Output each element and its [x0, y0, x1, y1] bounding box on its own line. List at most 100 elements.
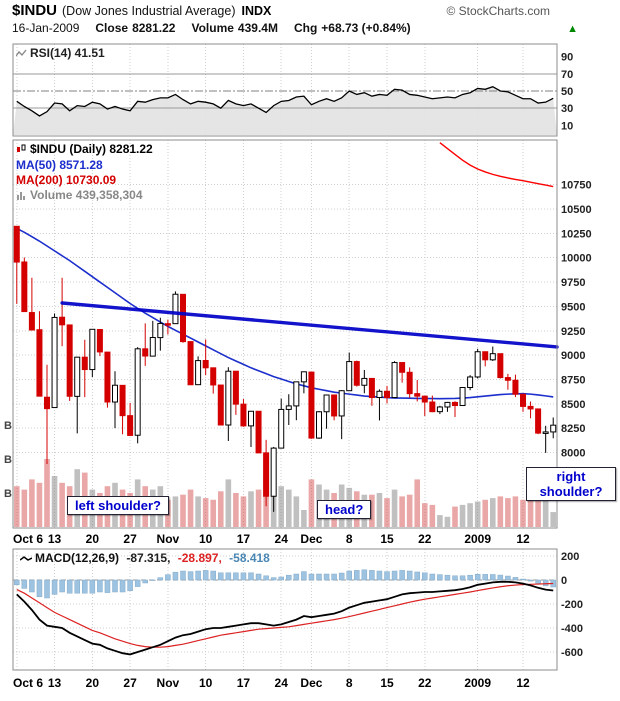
symbol-name: (Dow Jones Industrial Average) — [62, 4, 236, 18]
stockcharts-copyright-link[interactable]: © StockCharts.com — [446, 4, 550, 18]
candle-body — [164, 323, 171, 326]
candle-body — [66, 324, 73, 397]
macd-panel — [14, 569, 556, 656]
candle-body — [527, 405, 534, 410]
macd-value: -87.315, — [126, 551, 171, 565]
candle-body — [112, 384, 118, 403]
candle-body — [96, 329, 103, 353]
macd-histogram-bar — [14, 579, 20, 586]
price-axis-label: 10750 — [561, 180, 592, 192]
symbol-legend-row: $INDU (Daily) 8281.22 — [16, 142, 153, 158]
candle-body — [210, 367, 217, 386]
indicator-line-icon — [15, 47, 27, 62]
candle-body — [361, 377, 368, 386]
macd-histogram-bar — [346, 570, 352, 581]
candle-body — [285, 405, 292, 410]
volume-bar — [376, 493, 383, 527]
macd-histogram-bar — [210, 570, 216, 581]
volume-bar — [293, 496, 300, 527]
macd-axis-label: 200 — [561, 551, 579, 563]
macd-histogram-bar — [391, 570, 398, 581]
volume-bar — [459, 504, 466, 527]
volume-bar — [429, 504, 436, 527]
volume-bar — [180, 494, 186, 527]
candle-body — [482, 351, 489, 361]
macd-histogram-bar — [369, 570, 375, 581]
date-label: 10 — [199, 532, 213, 546]
macd-histogram-bar — [97, 579, 103, 593]
volume-bar — [278, 486, 285, 527]
exchange: INDX — [241, 4, 272, 18]
volume-bar — [482, 499, 489, 527]
trendline — [60, 301, 559, 349]
price-axis-label: 8000 — [561, 448, 585, 460]
candle-body — [497, 353, 504, 379]
annotation-right-shoulder: right shoulder? — [526, 467, 616, 501]
ma200-legend: MA(200) 10730.09 — [16, 173, 117, 187]
volume-bar — [467, 503, 473, 527]
candle-body — [293, 381, 300, 407]
ma200-line — [439, 142, 554, 188]
candle-body — [180, 293, 186, 343]
candle-body — [172, 293, 179, 325]
candle-body — [308, 371, 315, 439]
macd-histogram-bar — [51, 579, 58, 595]
candle-body — [384, 390, 390, 399]
candle-body — [459, 386, 466, 407]
volume-bar — [550, 512, 557, 527]
volume-axis-label: B — [4, 488, 12, 500]
macd-histogram-bar — [195, 570, 201, 581]
price-axis-label: 10000 — [561, 253, 592, 265]
candle-body — [51, 316, 58, 409]
volume-bar — [452, 506, 458, 527]
date-label: Nov — [157, 532, 180, 546]
candle-body — [353, 361, 360, 386]
date-label: Oct 6 — [13, 532, 43, 546]
chg-value: +68.73 (+0.84%) — [321, 21, 411, 35]
macd-histogram-bar — [112, 579, 118, 593]
date-label: 22 — [418, 676, 432, 690]
volume-bar — [210, 499, 217, 527]
date-label: 20 — [86, 532, 100, 546]
candle-body — [331, 394, 338, 417]
volume-bar — [527, 498, 534, 527]
macd-histogram-bar — [202, 570, 209, 581]
volume-bar — [301, 510, 307, 527]
candle-body — [338, 390, 345, 417]
date-label: 17 — [237, 676, 251, 690]
macd-histogram-bar — [104, 579, 111, 593]
candle-body — [368, 377, 375, 399]
macd-histogram-bar — [180, 570, 186, 581]
symbol-legend-text: $INDU (Daily) 8281.22 — [30, 142, 153, 156]
volume-bar — [172, 496, 179, 527]
macd-histogram-bar — [134, 579, 141, 587]
macd-histogram-bar — [187, 571, 194, 581]
candle-body — [474, 351, 481, 378]
close-group: Close 8281.22 — [95, 21, 175, 35]
candle-body — [89, 328, 96, 371]
macd-histogram-bar — [414, 571, 420, 581]
candle-body — [13, 225, 20, 263]
close-value: 8281.22 — [132, 21, 176, 35]
macd-histogram-bar — [263, 575, 269, 581]
date-label: 12 — [516, 532, 530, 546]
candle-body — [406, 371, 413, 395]
chg-label: Chg — [293, 21, 318, 35]
volume-bar — [202, 498, 209, 527]
candle-body — [217, 384, 224, 426]
candle-body — [300, 371, 307, 383]
panel-borders — [12, 43, 558, 671]
candle-body — [36, 329, 43, 397]
volume-bar — [437, 515, 443, 527]
macd-histogram-bar — [172, 571, 179, 581]
date-label: 8 — [346, 676, 353, 690]
date-label: 22 — [418, 532, 432, 546]
candle-body — [429, 401, 436, 413]
volume-bar — [369, 494, 375, 527]
candle-body — [444, 401, 451, 408]
date-label: 13 — [48, 532, 62, 546]
rsi-axis-label: 30 — [561, 103, 573, 115]
macd-histogram-bar — [142, 579, 148, 584]
date-label: 10 — [199, 676, 213, 690]
symbol: $INDU — [12, 2, 58, 19]
